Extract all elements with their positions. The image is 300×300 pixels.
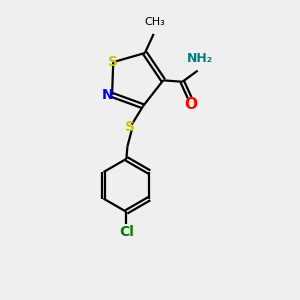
Text: NH₂: NH₂	[187, 52, 213, 65]
Text: N: N	[102, 88, 113, 102]
Text: S: S	[108, 55, 118, 69]
Text: CH₃: CH₃	[145, 17, 166, 27]
Text: Cl: Cl	[119, 225, 134, 238]
Text: O: O	[184, 97, 197, 112]
Text: S: S	[125, 120, 135, 134]
